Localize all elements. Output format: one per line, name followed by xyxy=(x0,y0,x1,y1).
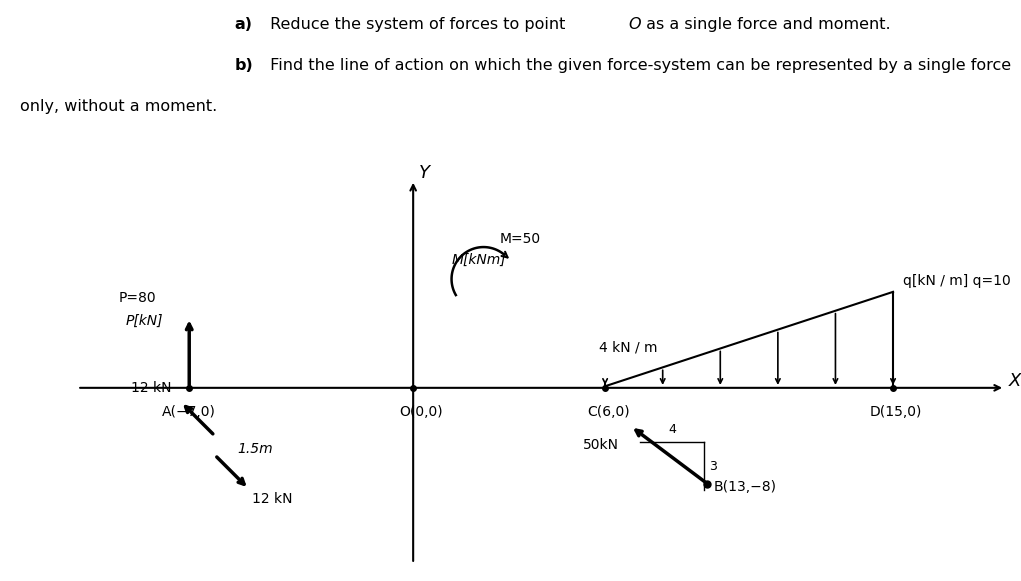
Text: 4: 4 xyxy=(669,423,676,436)
Text: Reduce the system of forces to point: Reduce the system of forces to point xyxy=(265,17,571,33)
Text: O: O xyxy=(628,17,640,33)
Text: Y: Y xyxy=(419,164,430,182)
Text: P=80: P=80 xyxy=(118,291,156,305)
Text: D(15,0): D(15,0) xyxy=(870,406,922,419)
Text: A(−7,0): A(−7,0) xyxy=(162,406,216,419)
Text: 3: 3 xyxy=(709,460,717,473)
Text: b): b) xyxy=(235,58,253,73)
Text: 12 kN: 12 kN xyxy=(131,382,172,396)
Text: a): a) xyxy=(235,17,253,33)
Text: M[kNm]: M[kNm] xyxy=(451,253,506,267)
Text: only, without a moment.: only, without a moment. xyxy=(20,99,217,114)
Text: O(0,0): O(0,0) xyxy=(399,406,443,419)
Text: q[kN / m] q=10: q[kN / m] q=10 xyxy=(903,274,1011,288)
Text: 1.5m: 1.5m xyxy=(237,442,273,456)
Text: X: X xyxy=(1009,372,1021,390)
Text: P[kN]: P[kN] xyxy=(126,314,162,328)
Text: as a single force and moment.: as a single force and moment. xyxy=(641,17,890,33)
Text: B(13,−8): B(13,−8) xyxy=(714,480,777,494)
Text: 12 kN: 12 kN xyxy=(252,492,292,506)
Text: 4 kN / m: 4 kN / m xyxy=(598,341,658,355)
Text: M=50: M=50 xyxy=(499,232,541,246)
Text: C(6,0): C(6,0) xyxy=(587,406,630,419)
Text: 50kN: 50kN xyxy=(583,439,619,453)
Text: Find the line of action on which the given force-system can be represented by a : Find the line of action on which the giv… xyxy=(265,58,1012,73)
